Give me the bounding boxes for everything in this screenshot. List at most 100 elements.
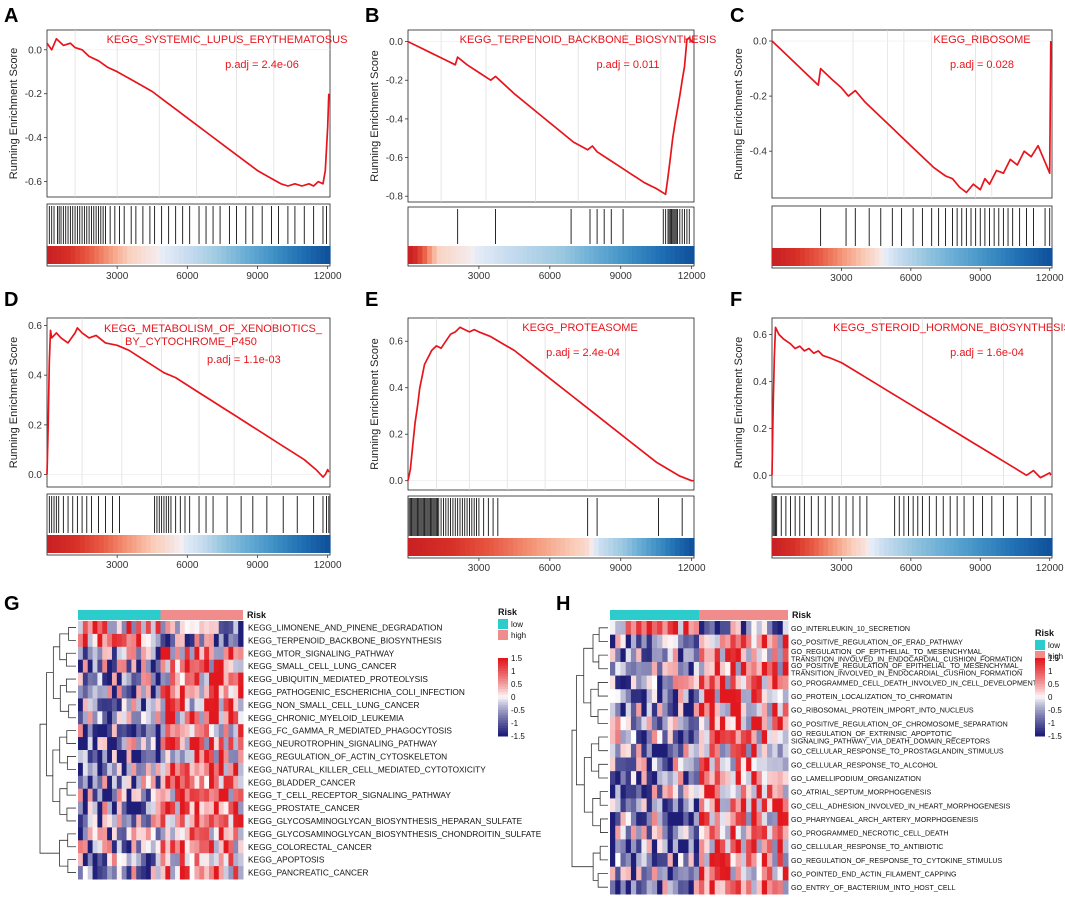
rank-band-segment — [508, 246, 514, 264]
heatmap-panel-H: RiskGO_INTERLEUKIN_10_SECRETIONGO_POSITI… — [571, 610, 1063, 895]
rank-band-segment — [212, 535, 218, 553]
heatmap-cell — [87, 621, 94, 635]
heatmap-cell — [111, 775, 118, 790]
heatmap-cell — [175, 685, 181, 699]
heatmap-cell — [657, 689, 663, 704]
heatmap-cell — [641, 771, 648, 786]
heatmap-cell — [725, 839, 731, 854]
heatmap-cell — [170, 801, 176, 815]
x-tick-label: 3000 — [830, 563, 853, 574]
row-label: GO_REGULATION_OF_RESPONSE_TO_CYTOKINE_ST… — [791, 857, 1003, 865]
rank-band-segment — [1047, 538, 1053, 556]
rank-band-segment — [146, 246, 152, 264]
heatmap-cell — [145, 659, 152, 674]
heatmap-cell — [767, 621, 773, 636]
rank-band-segment — [786, 538, 792, 556]
heatmap-cell — [189, 672, 195, 686]
heatmap-cell — [740, 730, 747, 745]
heatmap-cell — [111, 788, 118, 803]
heatmap-cell — [184, 698, 191, 712]
rank-band-segment — [627, 246, 633, 264]
heatmap-cell — [233, 814, 239, 828]
heatmap-cell — [767, 661, 773, 677]
rank-band-segment — [174, 246, 180, 264]
heatmap-cell — [620, 743, 627, 758]
heatmap-cell — [782, 689, 789, 704]
heatmap-cell — [218, 853, 225, 867]
rank-band-segment — [296, 246, 303, 264]
rank-band-segment — [160, 535, 166, 553]
heatmap-cell — [630, 853, 637, 868]
heatmap-cell — [719, 839, 726, 854]
heatmap-cell — [194, 621, 200, 635]
heatmap-cell — [651, 743, 658, 758]
panel-letter-E: E — [365, 289, 378, 311]
rank-band-segment — [230, 535, 237, 553]
row-label: KEGG_MTOR_SIGNALING_PATHWAY — [248, 648, 395, 658]
heatmap-cell — [636, 675, 642, 690]
colorbar-segment — [1035, 697, 1045, 701]
heatmap-cell — [209, 853, 215, 867]
heatmap-cell — [777, 648, 784, 663]
colorbar-segment — [498, 717, 508, 721]
heatmap-cell — [767, 716, 773, 731]
heatmap-cell — [204, 788, 210, 803]
heatmap-cell — [646, 757, 653, 772]
heatmap-cell — [233, 633, 239, 648]
heatmap-cell — [179, 685, 186, 699]
colorbar-tick-label: 0 — [511, 693, 516, 702]
dendrogram-branch — [592, 798, 601, 827]
heatmap-cell — [693, 866, 700, 881]
heatmap-cell — [111, 750, 118, 764]
heatmap-cell — [693, 784, 700, 799]
heatmap-cell — [772, 675, 779, 690]
heatmap-cell — [82, 737, 89, 751]
heatmap-cell — [189, 750, 195, 764]
heatmap-cell — [238, 827, 244, 841]
rank-band-segment — [982, 248, 988, 266]
legend-label-high: high — [1048, 652, 1063, 661]
heatmap-cell — [756, 702, 763, 718]
heatmap-cell — [772, 648, 779, 663]
heatmap-cell — [131, 775, 137, 790]
heatmap-cell — [179, 621, 186, 635]
heatmap-cell — [772, 839, 779, 854]
heatmap-cell — [688, 702, 695, 718]
heatmap-cell — [97, 762, 103, 777]
rank-band-segment — [155, 535, 161, 553]
row-label: KEGG_SMALL_CELL_LUNG_CANCER — [248, 661, 396, 671]
heatmap-cell — [199, 698, 205, 712]
heatmap-cell — [238, 775, 244, 790]
heatmap-cell — [704, 771, 710, 786]
rank-band-segment — [856, 538, 862, 556]
heatmap-cell — [636, 661, 642, 677]
rank-band-segment — [179, 246, 185, 264]
legend-title: Risk — [1035, 628, 1055, 638]
row-label: GO_CELL_ADHESION_INVOLVED_IN_HEART_MORPH… — [791, 802, 1011, 810]
rank-band-segment — [944, 538, 950, 556]
heatmap-cell — [179, 801, 186, 815]
heatmap-cell — [233, 685, 239, 699]
panel-letter-D: D — [4, 289, 18, 311]
heatmap-cell — [209, 788, 215, 803]
heatmap-cell — [82, 827, 89, 841]
rank-band-segment — [986, 538, 992, 556]
rank-band-segment — [603, 538, 609, 556]
heatmap-cell — [170, 659, 176, 674]
heatmap-cell — [131, 737, 137, 751]
panel-letter-B: B — [365, 5, 379, 27]
heatmap-cell — [228, 762, 234, 777]
rank-band-segment — [412, 246, 419, 264]
rank-band-segment — [598, 538, 605, 556]
rank-band-segment — [141, 246, 147, 264]
rank-band-segment — [888, 248, 894, 266]
rank-band-segment — [417, 246, 423, 264]
heatmap-cell — [735, 798, 742, 813]
heatmap-cell — [751, 634, 758, 649]
rank-band-segment — [972, 538, 978, 556]
heatmap-cell — [709, 716, 716, 731]
heatmap-cell — [204, 840, 210, 854]
rank-band-segment — [469, 538, 476, 556]
heatmap-cell — [709, 825, 716, 840]
rank-band-segment — [1005, 248, 1011, 266]
